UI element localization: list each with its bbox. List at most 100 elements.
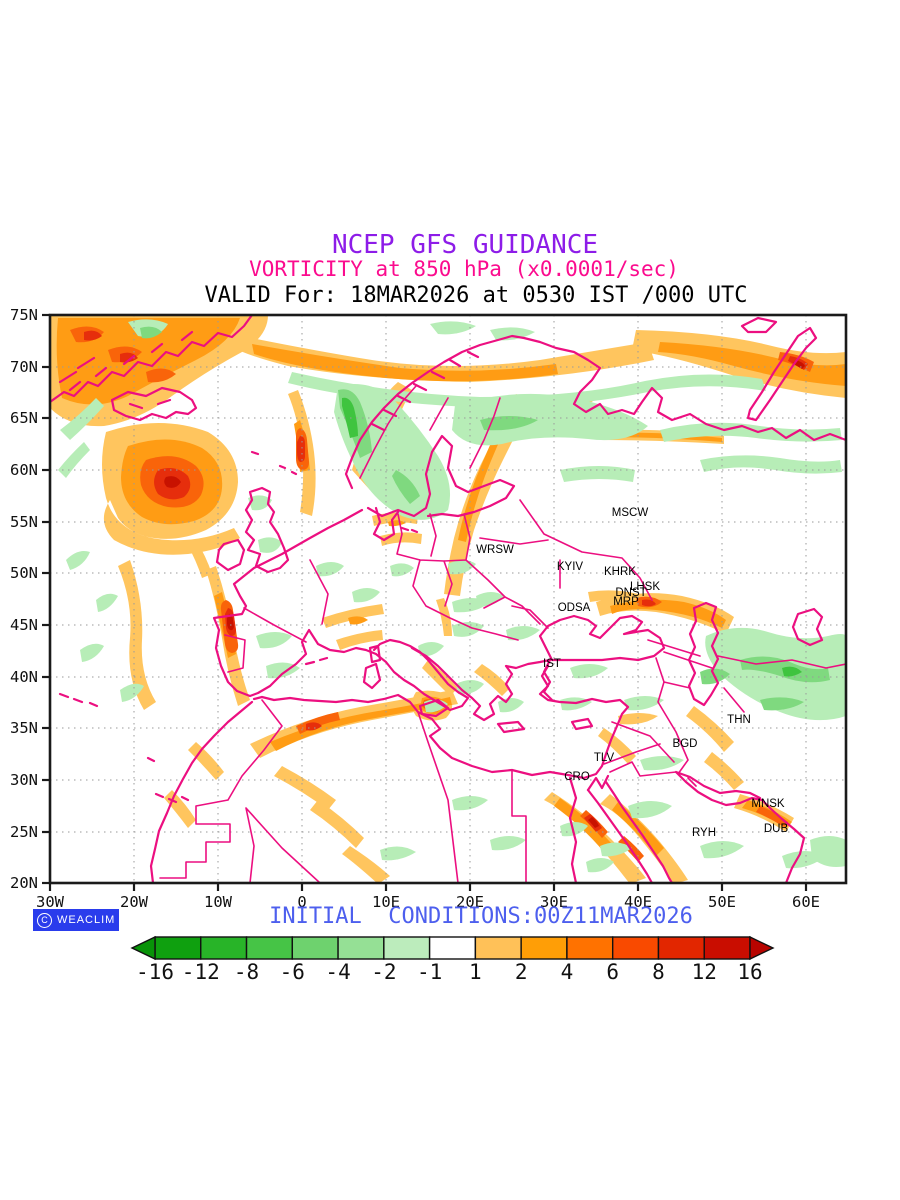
- map-graphic: [452, 393, 648, 446]
- colorbar-label: -6: [280, 960, 305, 984]
- lat-label: 60N: [10, 461, 38, 479]
- coastlines-borders: [50, 315, 846, 883]
- colorbar-segment: [337, 936, 385, 960]
- coast-morocco-atlantic: [149, 700, 254, 883]
- map-graphic: [310, 800, 364, 848]
- map-graphic: [316, 562, 344, 577]
- colorbar-label: -4: [325, 960, 350, 984]
- city-label-mscw: MSCW: [612, 507, 649, 519]
- map-graphic: [444, 394, 532, 596]
- map-graphic: [60, 398, 104, 440]
- coast-greenland-fjords: [58, 330, 194, 392]
- colorbar-segment: [566, 936, 614, 960]
- map-graphic: [458, 412, 512, 542]
- map-graphic: [660, 422, 842, 442]
- map-graphic: [628, 801, 672, 819]
- colorbar-label: 12: [692, 960, 717, 984]
- map-graphic: [422, 660, 458, 696]
- coast-red-sea-west: [586, 788, 654, 883]
- colorbar-label: -12: [182, 960, 220, 984]
- axis-labels: 30W 20W 10W 0 10E 20E 30E 40E 50E 60E 75N 70N 65N 60N…: [10, 306, 820, 911]
- colorbar-arrow-right: [749, 935, 775, 961]
- lat-label: 50N: [10, 564, 38, 582]
- city-label-ryh: RYH: [692, 827, 716, 839]
- borders-scandinavia: [359, 385, 501, 479]
- colorbar-segment: [154, 936, 202, 960]
- chart-subtitle: VORTICITY at 850 hPa (x0.0001/sec): [249, 257, 679, 281]
- map-graphic: [490, 836, 526, 851]
- city-label-odsa: ODSA: [558, 602, 591, 614]
- borders-iran-east: [717, 655, 846, 713]
- city-label-dnst: DNST: [615, 587, 646, 599]
- city-label-dub: DUB: [764, 823, 789, 835]
- coast-caspian: [687, 601, 720, 707]
- lat-label: 25N: [10, 823, 38, 841]
- map-graphic: [506, 626, 540, 641]
- map-graphic: [782, 666, 802, 677]
- valid-time-line: VALID For: 18MAR2026 at 0530 IST /000 UT…: [204, 283, 748, 308]
- coast-islands-north: [250, 450, 298, 476]
- lat-label: 35N: [10, 719, 38, 737]
- colorbar-segment: [245, 936, 294, 960]
- weaclim-watermark: C WEACLIM: [33, 909, 119, 931]
- map-graphic: [252, 344, 558, 382]
- map-graphic: [96, 593, 118, 612]
- map-graphic: [390, 563, 414, 577]
- map-graphic: [66, 551, 90, 570]
- colorbar-label: -2: [371, 960, 396, 984]
- map-graphic: [380, 846, 416, 861]
- lon-label: 10W: [204, 893, 233, 911]
- coast-atlantic-islands: [58, 692, 190, 804]
- lat-label: 30N: [10, 771, 38, 789]
- map-graphic: [642, 599, 656, 607]
- borders-mideast: [603, 639, 713, 787]
- map-graphic: [588, 590, 638, 604]
- country-borders: [159, 385, 846, 883]
- coast-black-sea: [538, 614, 666, 662]
- map-graphic: [392, 470, 420, 504]
- map-graphic: [227, 614, 234, 631]
- coast-red-sea-east: [586, 774, 674, 883]
- map-graphic: [418, 642, 444, 657]
- map-graphic: [624, 696, 664, 711]
- map-graphic: [336, 630, 383, 650]
- city-label-lhsk: LHSK: [630, 581, 660, 593]
- coast-aral: [791, 607, 824, 647]
- copyright-circle-icon: C: [37, 912, 52, 928]
- map-graphic: [297, 436, 305, 462]
- coast-baltic: [366, 434, 516, 518]
- map-graphic: [704, 752, 744, 790]
- lon-label: 10E: [372, 893, 400, 911]
- coast-iceland: [110, 386, 198, 422]
- map-graphic: [700, 455, 842, 474]
- lon-label: 20W: [120, 893, 149, 911]
- map-graphic: [140, 326, 162, 339]
- initial-conditions-line: INITIAL CONDITIONS:00Z11MAR2026: [269, 904, 693, 929]
- lat-label: 20N: [10, 874, 38, 892]
- city-label-bgd: BGD: [673, 738, 698, 750]
- coast-balkans-greece: [410, 646, 554, 734]
- map-graphic: [118, 560, 156, 710]
- lon-label: 30E: [540, 893, 568, 911]
- map-graphic: [560, 466, 635, 482]
- lon-label: 30W: [36, 893, 65, 911]
- lat-label: 75N: [10, 306, 38, 324]
- coast-west-europe-med: [212, 508, 470, 712]
- coast-uk: [244, 486, 290, 574]
- city-label-thn: THN: [727, 714, 751, 726]
- colorbar-segment: [291, 936, 339, 960]
- lat-label: 45N: [10, 616, 38, 634]
- map-graphic: [810, 836, 846, 867]
- coast-scandinavia-arctic: [344, 334, 846, 490]
- colorbar-segment: [474, 936, 522, 960]
- page-title: NCEP GFS GUIDANCE: [331, 230, 599, 260]
- map-graphic: [686, 706, 734, 752]
- coast-novaya-zemlya: [740, 316, 818, 422]
- colorbar-label: 16: [737, 960, 762, 984]
- map-graphic: [658, 342, 846, 386]
- lat-label: 55N: [10, 513, 38, 531]
- colorbar-label: 2: [515, 960, 528, 984]
- map-graphic: [480, 416, 538, 431]
